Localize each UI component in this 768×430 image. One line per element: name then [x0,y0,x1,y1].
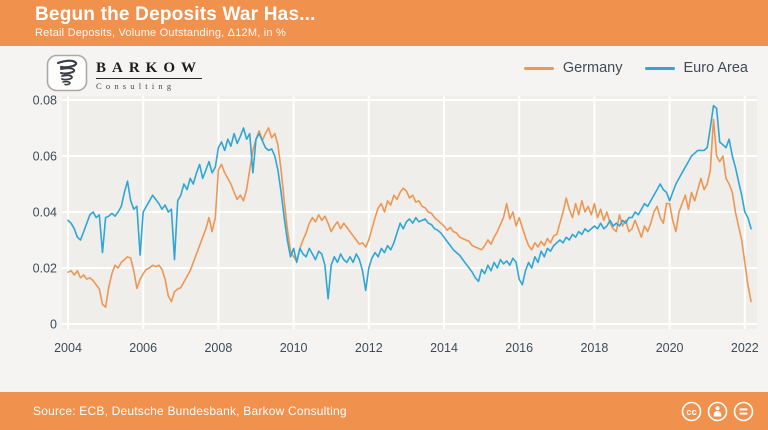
chart-legend: Germany Euro Area [523,60,749,76]
x-tick-label: 2010 [280,341,308,355]
logo-tagline: Consulting [96,81,176,91]
y-tick-label: 0 [50,318,57,332]
header-bar: Begun the Deposits War Has... Retail Dep… [0,0,768,46]
line-chart: 0 0.02 0.04 0.06 0.08 2004 2006 2008 2010 2012 201… [33,94,759,356]
legend-label-germany: Germany [562,60,623,76]
y-tick-label: 0.02 [33,262,57,276]
barkow-logo: BARKOW Consulting [46,54,203,97]
x-tick-label: 2014 [430,341,458,355]
attribution-person-icon [707,401,728,422]
legend-label-euro-area: Euro Area [683,60,749,76]
svg-text:cc: cc [686,406,697,417]
series-line-euro-area [67,104,752,300]
page-title: Begun the Deposits War Has... [35,4,316,25]
barkow-swirl-icon [46,54,88,97]
x-tick-label: 2018 [580,341,608,355]
x-tick-label: 2016 [505,341,533,355]
page-subtitle: Retail Deposits, Volume Outstanding, Δ12… [35,27,286,39]
cc-icon: cc [681,401,702,422]
chart-section: 0 0.02 0.04 0.06 0.08 2004 2006 2008 2010 2012 201… [0,46,768,392]
series-line-germany [67,118,752,309]
x-tick-label: 2008 [204,341,232,355]
footer-bar: Source: ECB, Deutsche Bundesbank, Barkow… [0,392,768,430]
equals-icon [733,401,754,422]
legend-item-germany: Germany [523,60,623,76]
source-note: Source: ECB, Deutsche Bundesbank, Barkow… [33,404,347,418]
legend-item-euro-area: Euro Area [644,60,749,76]
legend-swatch-euro-area [644,66,675,70]
logo-wordmark: BARKOW [96,60,203,79]
x-tick-label: 2006 [129,341,157,355]
y-tick-label: 0.04 [33,206,57,220]
x-tick-label: 2022 [731,341,759,355]
legend-swatch-germany [523,66,554,70]
x-tick-label: 2004 [54,341,82,355]
y-tick-label: 0.06 [33,150,57,164]
x-tick-label: 2020 [656,341,684,355]
license-icons: cc [681,401,754,422]
x-tick-label: 2012 [355,341,383,355]
y-tick-label: 0.08 [33,94,57,108]
